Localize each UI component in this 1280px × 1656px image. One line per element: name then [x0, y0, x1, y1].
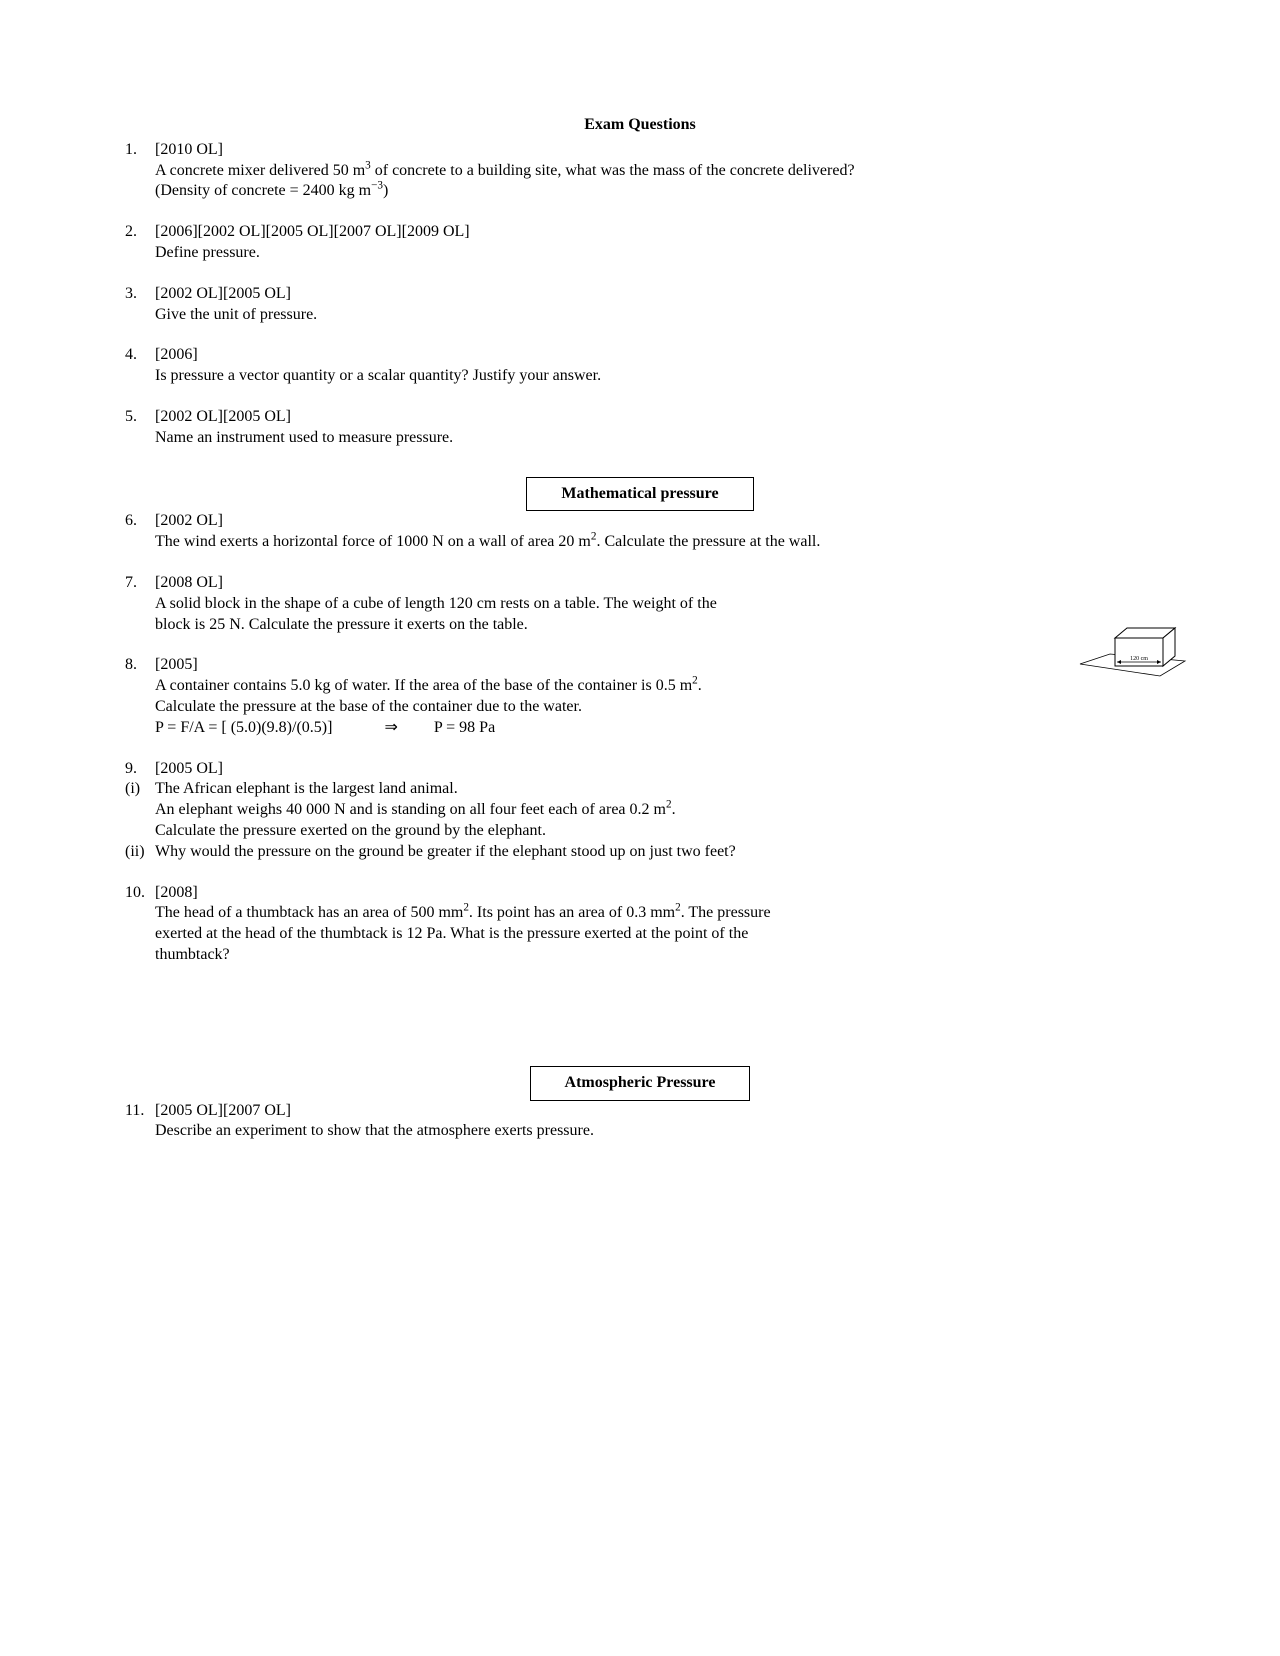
q8-year: [2005]: [155, 655, 1155, 676]
q3-number: 3.: [125, 284, 155, 305]
q6-text: The wind exerts a horizontal force of 10…: [155, 532, 1155, 553]
cube-dimension-label: 120 cm: [1130, 656, 1148, 662]
q9ii-text: Why would the pressure on the ground be …: [155, 842, 1155, 863]
question-7: 7. [2008 OL] A solid block in the shape …: [125, 573, 1155, 635]
question-2: 2. [2006][2002 OL][2005 OL][2007 OL][200…: [125, 222, 1155, 264]
q9-year: [2005 OL]: [155, 759, 1155, 780]
q9i-text: The African elephant is the largest land…: [155, 779, 1155, 841]
q11-number: 11.: [125, 1101, 155, 1122]
q2-number: 2.: [125, 222, 155, 243]
document-page: Exam Questions 1. [2010 OL] A concrete m…: [0, 0, 1280, 1656]
q1-year: [2010 OL]: [155, 140, 1155, 161]
q2-year: [2006][2002 OL][2005 OL][2007 OL][2009 O…: [155, 222, 1155, 243]
q7-text: A solid block in the shape of a cube of …: [155, 594, 975, 636]
q9i-label: (i): [125, 779, 155, 841]
q6-number: 6.: [125, 511, 155, 532]
q3-year: [2002 OL][2005 OL]: [155, 284, 1155, 305]
q8-number: 8.: [125, 655, 155, 676]
q5-text: Name an instrument used to measure press…: [155, 428, 1155, 449]
q7-year: [2008 OL]: [155, 573, 1155, 594]
q9-number: 9.: [125, 759, 155, 780]
cube-on-table-diagram: 120 cm: [1075, 616, 1190, 686]
q4-text: Is pressure a vector quantity or a scala…: [155, 366, 1155, 387]
q3-text: Give the unit of pressure.: [155, 305, 1155, 326]
q11-year: [2005 OL][2007 OL]: [155, 1101, 1155, 1122]
q2-text: Define pressure.: [155, 243, 1155, 264]
section-atmos: Atmospheric Pressure: [125, 1066, 1155, 1101]
section-math-label: Mathematical pressure: [526, 477, 753, 512]
question-5: 5. [2002 OL][2005 OL] Name an instrument…: [125, 407, 1155, 449]
q5-year: [2002 OL][2005 OL]: [155, 407, 1155, 428]
question-1: 1. [2010 OL] A concrete mixer delivered …: [125, 140, 1155, 202]
q10-year: [2008]: [155, 883, 1155, 904]
section-atmos-label: Atmospheric Pressure: [530, 1066, 751, 1101]
q1-text: A concrete mixer delivered 50 m3 of conc…: [155, 161, 1155, 203]
question-4: 4. [2006] Is pressure a vector quantity …: [125, 345, 1155, 387]
question-8: 8. [2005] A container contains 5.0 kg of…: [125, 655, 1155, 738]
question-9: 9. [2005 OL] (i) The African elephant is…: [125, 759, 1155, 863]
q10-number: 10.: [125, 883, 155, 904]
question-10: 10. [2008] The head of a thumbtack has a…: [125, 883, 1155, 966]
q10-text: The head of a thumbtack has an area of 5…: [155, 903, 1155, 965]
question-11: 11. [2005 OL][2007 OL] Describe an exper…: [125, 1101, 1155, 1143]
q9ii-label: (ii): [125, 842, 155, 863]
q5-number: 5.: [125, 407, 155, 428]
section-math: Mathematical pressure: [125, 477, 1155, 512]
q11-text: Describe an experiment to show that the …: [155, 1121, 1155, 1142]
q1-number: 1.: [125, 140, 155, 161]
q4-number: 4.: [125, 345, 155, 366]
q8-text: A container contains 5.0 kg of water. If…: [155, 676, 1155, 738]
q4-year: [2006]: [155, 345, 1155, 366]
q6-year: [2002 OL]: [155, 511, 1155, 532]
q7-number: 7.: [125, 573, 155, 594]
question-6: 6. [2002 OL] The wind exerts a horizonta…: [125, 511, 1155, 553]
question-3: 3. [2002 OL][2005 OL] Give the unit of p…: [125, 284, 1155, 326]
page-title: Exam Questions: [125, 115, 1155, 136]
